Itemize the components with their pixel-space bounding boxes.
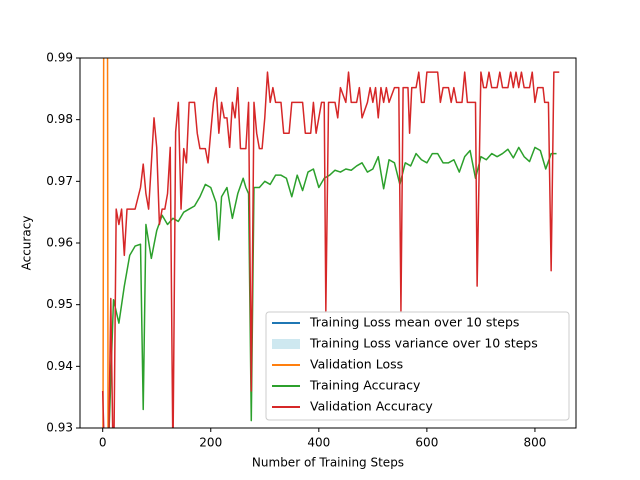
x-tick-label: 600 [415,436,438,450]
y-tick-label: 0.96 [46,236,73,250]
legend-box [265,311,570,421]
y-tick-label: 0.97 [46,174,73,188]
x-axis-label: Number of Training Steps [252,456,404,470]
series-line [108,146,557,428]
plot-area [101,58,560,428]
y-tick-label: 0.93 [46,421,73,435]
x-tick-label: 0 [99,436,107,450]
y-axis-label: Accuracy [20,216,34,271]
legend-label: Validation Accuracy [310,399,433,414]
x-tick-label: 200 [199,436,222,450]
y-tick-label: 0.95 [46,297,73,311]
legend-label: Validation Loss [310,357,403,372]
legend-label: Training Loss mean over 10 steps [309,315,519,330]
x-tick-label: 800 [523,436,546,450]
legend-swatch [272,339,300,349]
legend: Training Loss mean over 10 steps Training… [265,311,570,421]
y-tick-label: 0.98 [46,112,73,126]
series-line [101,71,560,428]
legend-label: Training Accuracy [309,378,421,393]
y-tick-label: 0.99 [46,51,73,65]
y-tick-label: 0.94 [46,359,73,373]
x-tick-label: 400 [307,436,330,450]
legend-label: Training Loss variance over 10 steps [309,336,538,351]
